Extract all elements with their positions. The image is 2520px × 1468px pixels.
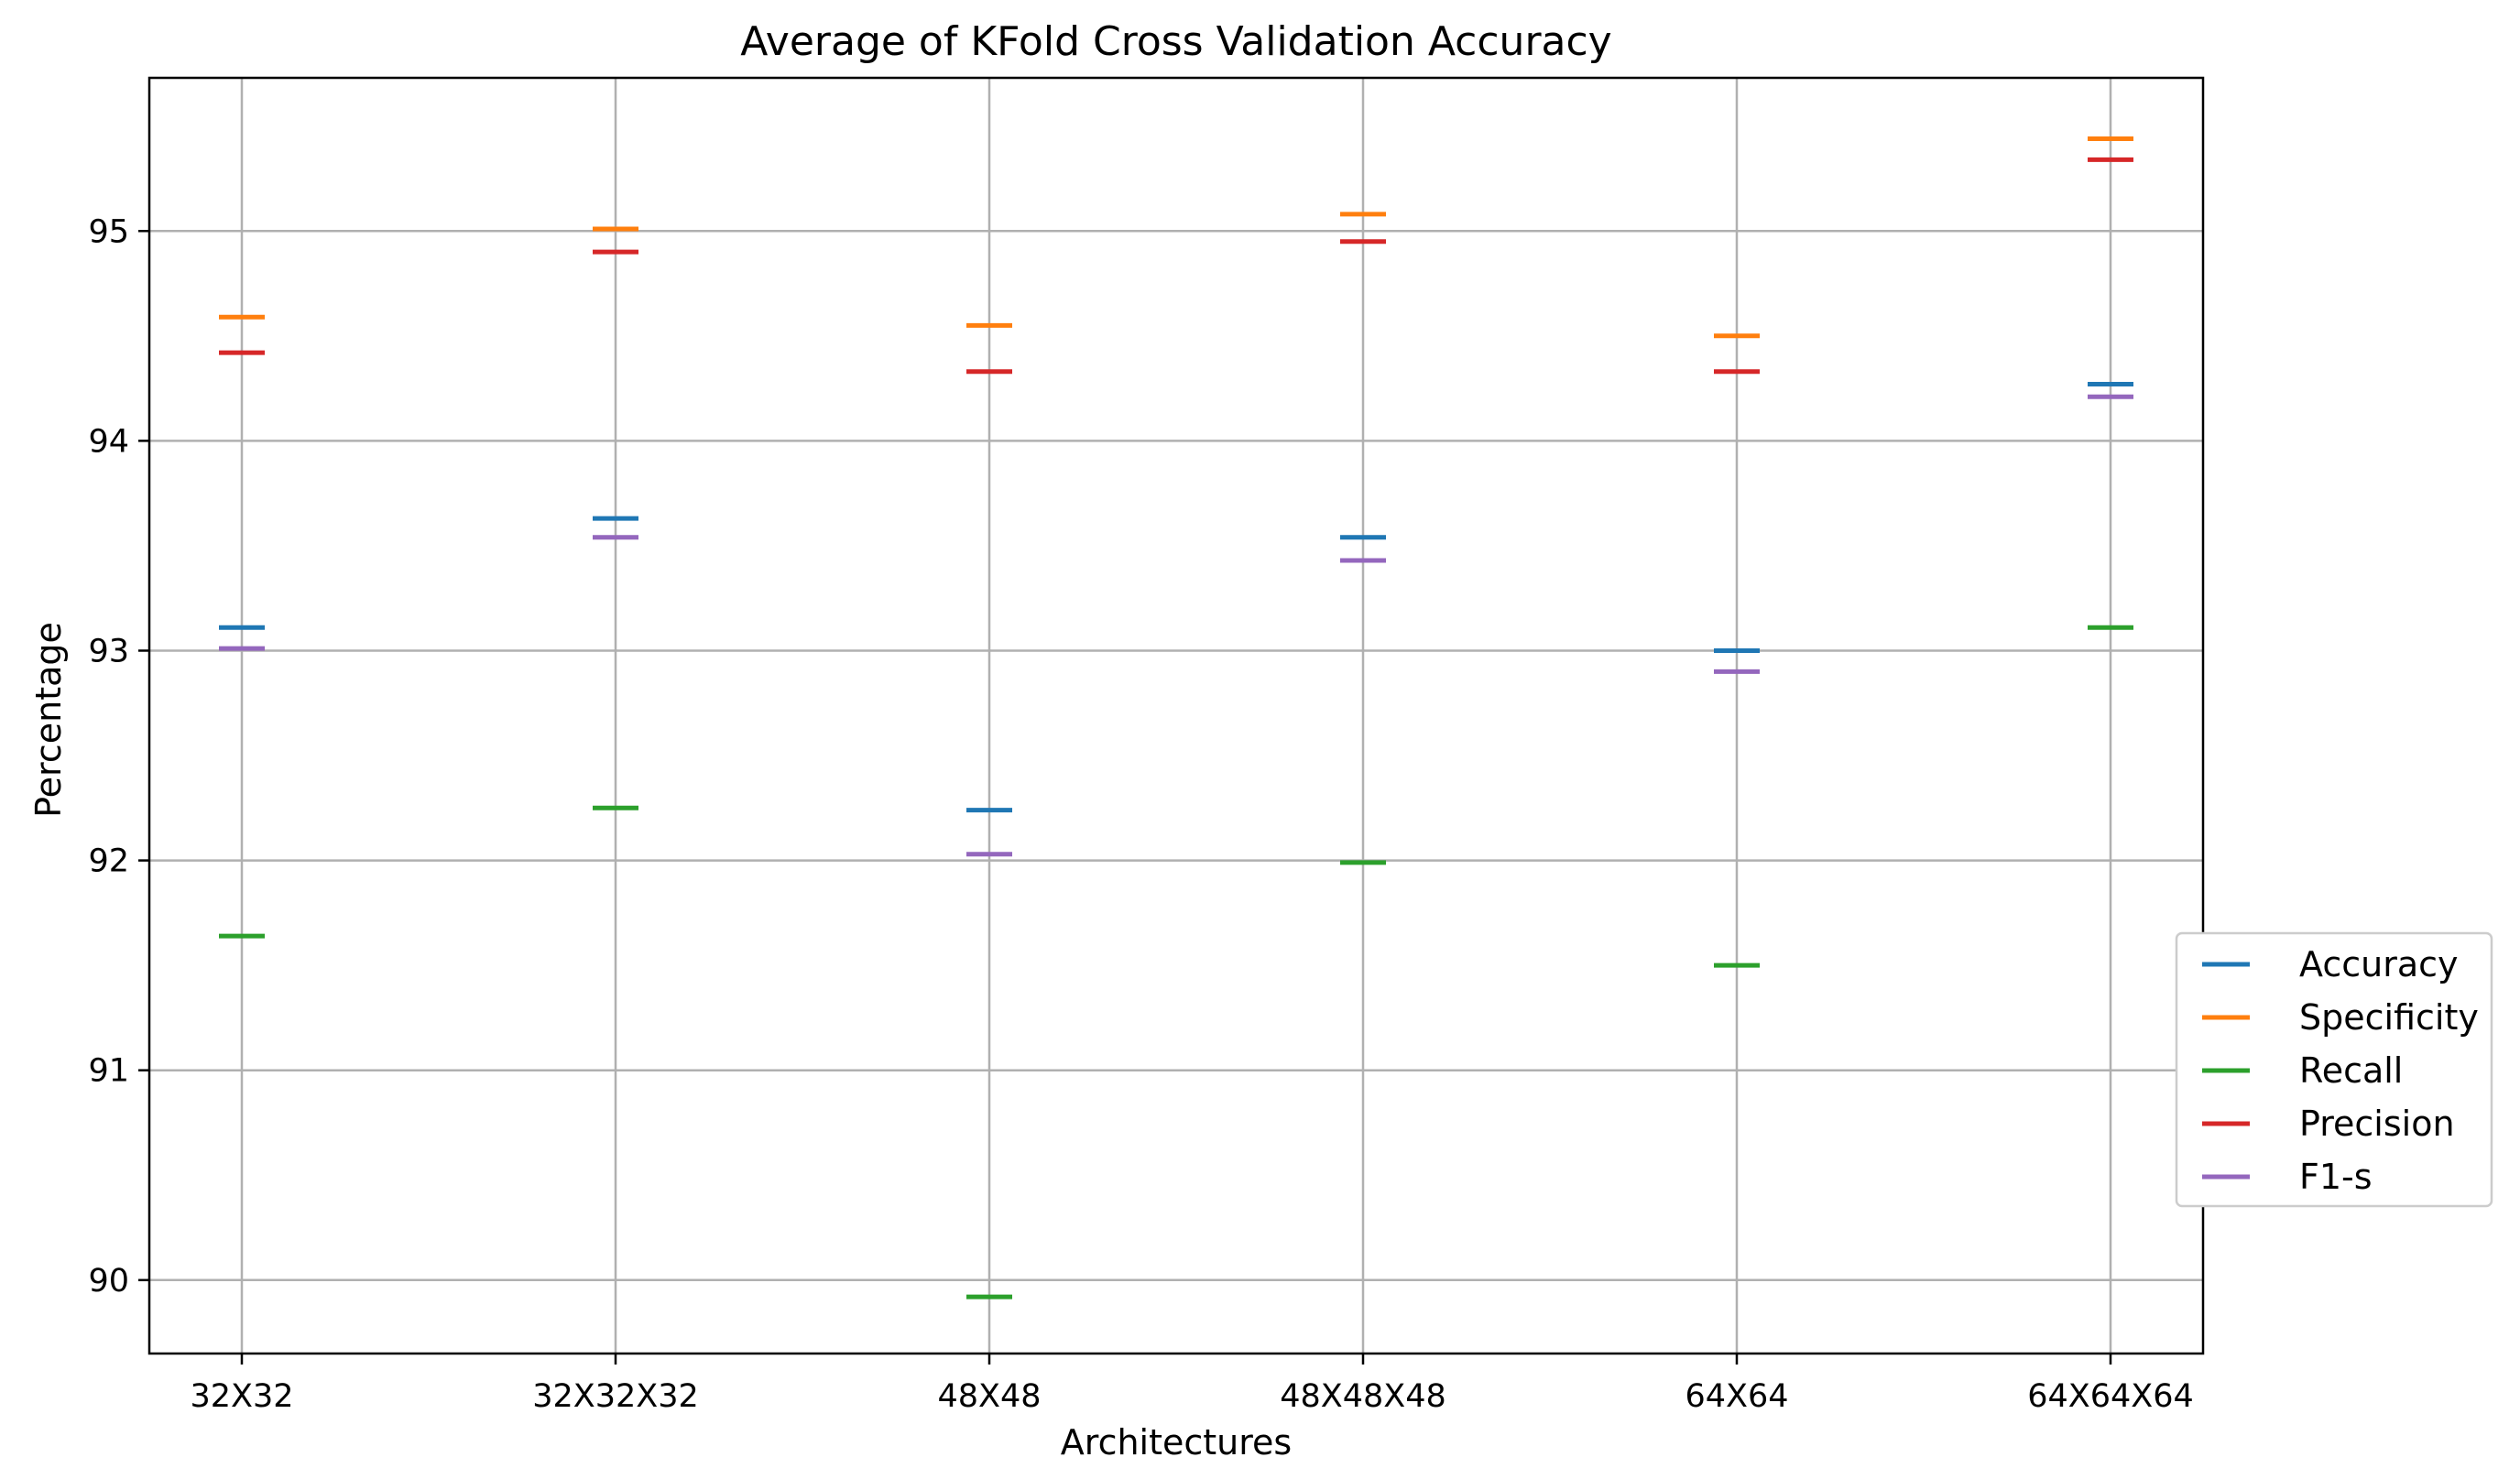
legend-label-f1-s: F1-s bbox=[2299, 1157, 2373, 1197]
y-tick-label: 95 bbox=[88, 213, 129, 250]
y-tick-label: 90 bbox=[88, 1263, 129, 1299]
legend: Accuracy Specificity Recall Precision F1-s bbox=[2175, 931, 2493, 1208]
x-axis-label: Architectures bbox=[1061, 1422, 1292, 1463]
x-tick-label: 64X64 bbox=[1685, 1378, 1788, 1415]
legend-box bbox=[2175, 931, 2493, 1208]
x-tick-label: 32X32X32 bbox=[532, 1378, 699, 1415]
y-tick-label: 91 bbox=[88, 1053, 129, 1090]
gridlines bbox=[149, 78, 2203, 1354]
x-tick-label: 48X48X48 bbox=[1280, 1378, 1446, 1415]
y-tick-label: 93 bbox=[88, 633, 129, 669]
x-tick-label: 48X48 bbox=[937, 1378, 1041, 1415]
chart-title: Average of KFold Cross Validation Accura… bbox=[740, 18, 1611, 65]
legend-label-specificity: Specificity bbox=[2299, 997, 2479, 1038]
legend-label-accuracy: Accuracy bbox=[2299, 944, 2459, 984]
legend-label-precision: Precision bbox=[2299, 1104, 2455, 1144]
x-tick-label: 64X64X64 bbox=[2027, 1378, 2194, 1415]
y-axis-ticks: 90 91 92 93 94 95 bbox=[88, 213, 149, 1299]
y-axis-label: Percentage bbox=[28, 622, 69, 818]
legend-label-recall: Recall bbox=[2299, 1050, 2403, 1091]
plot-frame bbox=[147, 76, 2205, 1355]
data-marks bbox=[219, 136, 2133, 1299]
y-tick-label: 94 bbox=[88, 423, 129, 460]
x-tick-label: 32X32 bbox=[190, 1378, 293, 1415]
x-axis-ticks: 32X32 32X32X32 48X48 48X48X48 64X64 64X64X64 bbox=[190, 1354, 2194, 1415]
y-tick-label: 92 bbox=[88, 843, 129, 880]
